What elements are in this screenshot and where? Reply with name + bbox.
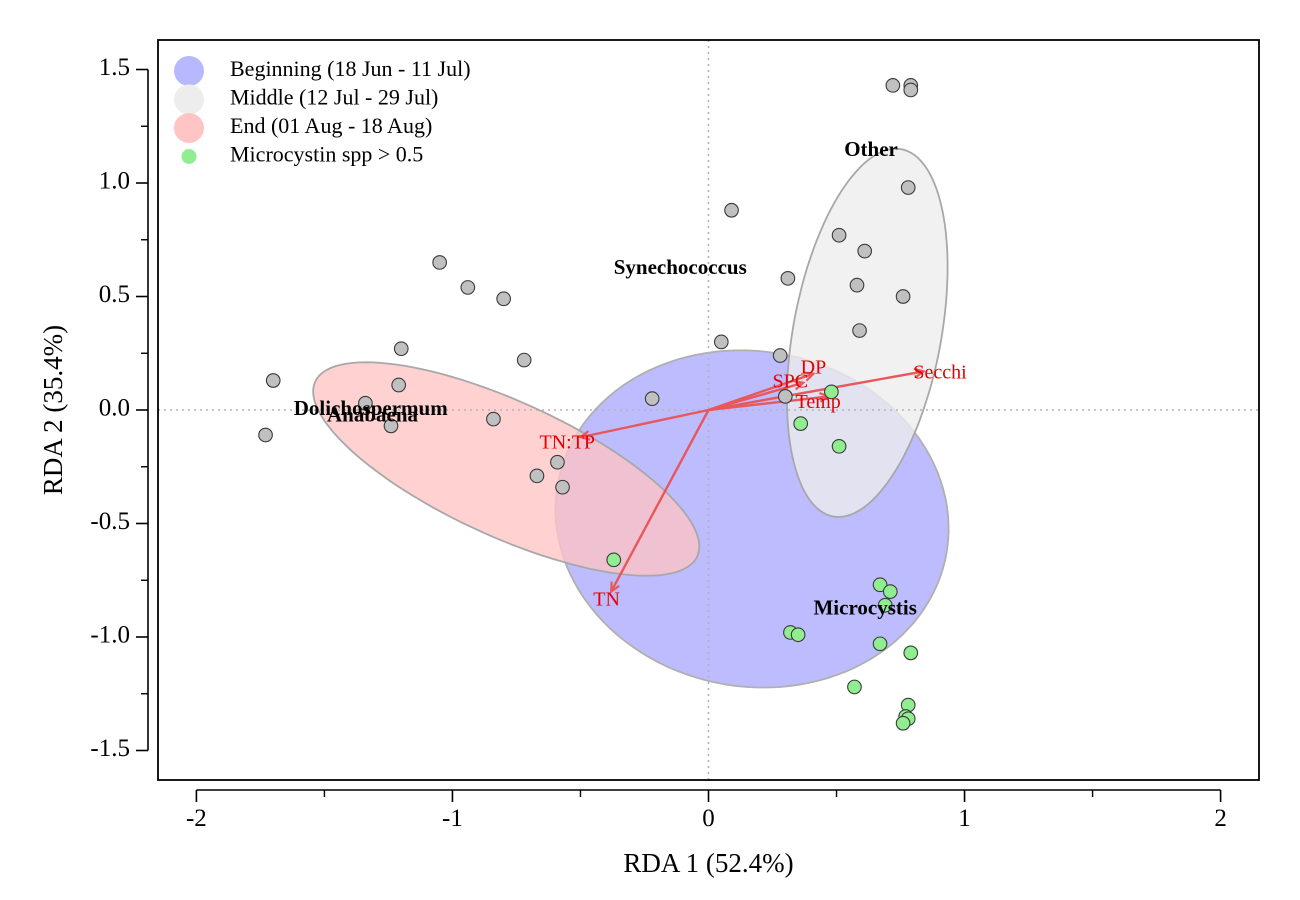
vector-arrowhead-dp — [803, 371, 816, 382]
vector-label-secchi: Secchi — [913, 361, 967, 383]
site-point — [895, 289, 911, 304]
site-point — [780, 270, 796, 286]
site-point — [857, 243, 873, 259]
site-point-microcystin — [882, 584, 898, 599]
legend-label: Beginning (18 Jun - 11 Jul) — [230, 56, 471, 81]
site-point-microcystin — [793, 416, 809, 431]
legend: Beginning (18 Jun - 11 Jul) Middle (12 Ju… — [174, 56, 471, 167]
site-point-microcystin — [872, 636, 888, 652]
x-tick-label: -1 — [442, 805, 463, 832]
site-point — [900, 180, 916, 195]
vector-tn — [610, 409, 710, 593]
y-tick-label: 0.0 — [99, 395, 130, 422]
vector-tn-tp — [580, 408, 709, 439]
vector-secchi — [708, 370, 924, 412]
site-point-microcystin — [903, 645, 919, 661]
site-point — [724, 202, 739, 218]
vector-label-temp: Temp — [796, 391, 841, 413]
site-point — [432, 255, 448, 270]
site-point-microcystin — [606, 552, 622, 568]
y-tick-label: -1.0 — [90, 622, 130, 649]
x-axis-title: RDA 1 (52.4%) — [623, 848, 793, 878]
ellipse-end — [312, 361, 701, 577]
legend-label: Microcystin spp > 0.5 — [230, 142, 423, 167]
species-label-anabaena: Anabaena — [327, 403, 419, 427]
site-point — [777, 389, 793, 404]
site-point — [486, 411, 501, 427]
site-point-microcystin — [877, 597, 893, 613]
y-tick-label: 0.5 — [99, 281, 130, 308]
legend-marker-2 — [174, 113, 204, 143]
site-point-microcystin — [895, 715, 911, 731]
site-point-microcystin — [831, 438, 847, 454]
site-point — [265, 373, 281, 388]
site-point — [393, 341, 409, 357]
y-axis-title: RDA 2 (35.4%) — [38, 325, 68, 495]
site-point — [258, 427, 273, 443]
y-tick-label: 1.5 — [99, 54, 130, 81]
vector-arrowhead-tn — [610, 581, 620, 594]
y-tick-label: -0.5 — [90, 508, 130, 535]
vector-temp — [708, 395, 829, 412]
site-point — [383, 418, 399, 434]
site-point — [885, 78, 901, 93]
site-point-microcystin — [847, 679, 862, 695]
site-point — [852, 323, 867, 338]
site-point — [516, 352, 532, 368]
legend-label: End (01 Aug - 18 Aug) — [230, 113, 432, 138]
vector-arrowhead-tn-tp — [578, 430, 591, 441]
site-point — [772, 348, 788, 363]
y-tick-label: 1.0 — [99, 168, 130, 195]
site-point — [460, 280, 476, 295]
site-point — [358, 395, 373, 411]
species-label-synechococcus: Synechococcus — [614, 255, 747, 279]
site-point — [550, 454, 565, 470]
site-point — [831, 227, 847, 243]
site-point — [529, 468, 545, 484]
site-point — [849, 277, 865, 293]
vector-label-tn-tp: TN:TP — [540, 432, 596, 454]
site-point — [903, 82, 919, 98]
site-point — [555, 479, 570, 495]
site-point — [644, 391, 660, 407]
plot-frame — [157, 39, 1260, 781]
vector-label-tn: TN — [593, 588, 620, 610]
legend-marker-1 — [174, 84, 204, 115]
ellipse-middle — [785, 147, 949, 518]
legend-marker-3 — [181, 149, 197, 164]
group-ellipses — [312, 147, 950, 689]
species-label-dolichospermum: Dolichospermum — [294, 396, 449, 420]
vector-arrowhead-spc — [793, 379, 806, 391]
environmental-vectors — [578, 367, 927, 594]
site-point — [391, 377, 407, 393]
site-point-microcystin — [824, 384, 839, 400]
y-tick-label: -1.5 — [90, 735, 130, 762]
site-point-microcystin — [790, 627, 806, 643]
vector-spc — [708, 381, 804, 412]
legend-label: Middle (12 Jul - 29 Jul) — [230, 85, 438, 110]
x-tick-label: 2 — [1214, 805, 1227, 832]
site-point — [496, 291, 512, 307]
site-points — [258, 78, 919, 731]
species-label-microcystis: Microcystis — [813, 596, 916, 620]
x-tick-label: 1 — [958, 805, 971, 832]
x-tick-label: 0 — [702, 805, 715, 832]
x-tick-label: -2 — [186, 805, 207, 832]
vector-label-spc: SPC — [773, 370, 809, 392]
site-point-microcystin — [872, 577, 888, 593]
site-point — [713, 334, 729, 350]
vector-label-dp: DP — [801, 357, 827, 379]
species-label-other: Other — [844, 137, 898, 161]
species-labels: Other Synechococcus DolichospermumAnabaena… — [294, 137, 917, 620]
vector-arrowhead-secchi — [913, 367, 927, 379]
legend-marker-0 — [174, 56, 204, 86]
x-axis: -2 -1 0 1 2 — [186, 789, 1227, 832]
y-axis: -1.5 -1.0 -0.5 0.0 0.5 1.0 1.5 — [90, 54, 149, 762]
